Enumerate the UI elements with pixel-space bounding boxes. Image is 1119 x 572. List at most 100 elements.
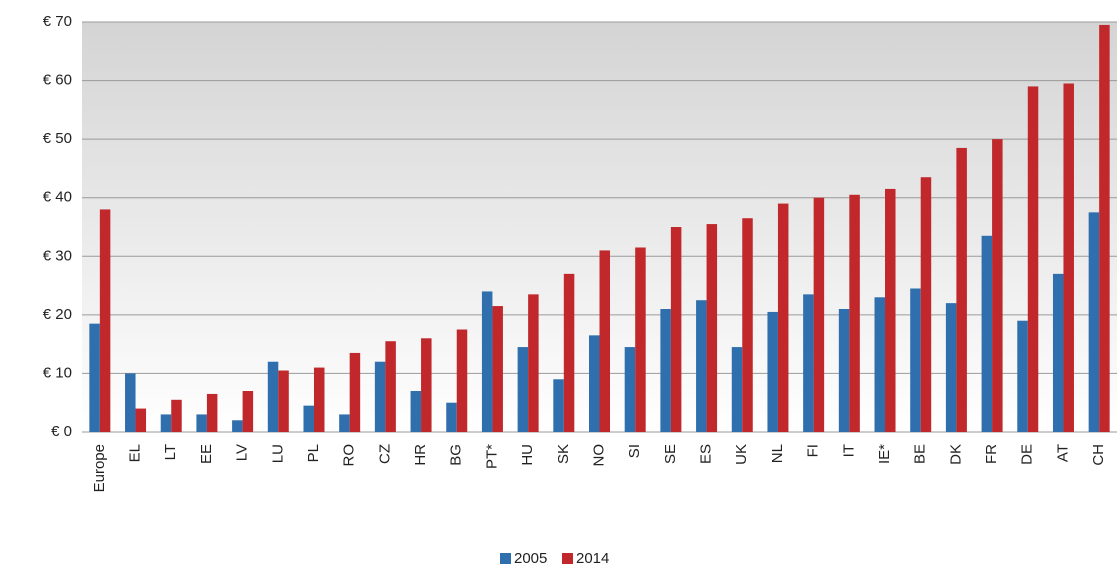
x-tick-label: PT*	[483, 444, 500, 469]
bar	[992, 139, 1003, 432]
x-tick-label: FR	[983, 444, 1000, 464]
x-tick-label: PL	[305, 444, 322, 462]
bar	[517, 347, 529, 432]
x-tick-label: LU	[269, 444, 286, 463]
bar	[742, 218, 753, 432]
x-tick-label: IE*	[876, 444, 893, 464]
bar	[1027, 86, 1039, 432]
y-tick-label: € 0	[51, 423, 72, 440]
x-tick-label: AT	[1054, 444, 1071, 462]
bar	[956, 147, 967, 432]
x-tick-label: BG	[448, 444, 465, 466]
bar	[99, 209, 111, 432]
bar	[1099, 24, 1110, 433]
x-tick-label: EL	[127, 444, 144, 462]
x-tick-label: NO	[590, 444, 607, 467]
x-tick-label: SI	[626, 444, 643, 458]
bar	[456, 329, 468, 432]
legend-label: 2014	[576, 550, 609, 567]
x-tick-label: CZ	[376, 444, 393, 464]
x-tick-label: LV	[234, 444, 251, 461]
bar	[589, 335, 600, 432]
bar	[731, 347, 743, 432]
x-tick-label: SE	[662, 444, 679, 464]
bar	[446, 402, 457, 432]
bar	[803, 294, 814, 432]
bar	[874, 297, 886, 432]
legend-swatch	[500, 553, 511, 564]
bar	[125, 373, 136, 432]
bar	[242, 391, 254, 432]
bar	[660, 309, 671, 432]
y-tick-label: € 70	[43, 13, 72, 30]
bar	[528, 294, 539, 432]
x-tick-label: BE	[912, 444, 929, 464]
bar	[1052, 273, 1064, 432]
x-tick-label: SK	[555, 444, 572, 464]
legend-swatch	[562, 553, 573, 564]
bar	[1017, 320, 1028, 432]
x-tick-label: RO	[341, 444, 358, 467]
bar	[374, 361, 386, 432]
bar	[410, 391, 422, 432]
bar	[670, 227, 682, 432]
x-tick-label: EE	[198, 444, 215, 464]
y-tick-label: € 40	[43, 189, 72, 206]
bar	[777, 203, 789, 432]
bar	[635, 247, 646, 432]
x-tick-label: CH	[1090, 444, 1107, 466]
bar	[171, 399, 182, 432]
bar	[920, 177, 932, 432]
bar	[599, 250, 610, 432]
bar	[349, 352, 361, 432]
bar	[303, 405, 314, 432]
bar	[1088, 212, 1100, 432]
bar	[339, 414, 350, 432]
x-tick-label: HU	[519, 444, 536, 466]
x-tick-label: LT	[162, 444, 179, 460]
bar	[278, 370, 289, 432]
bar	[89, 323, 100, 432]
x-tick-label: FI	[805, 444, 822, 457]
bar	[553, 379, 564, 432]
x-tick-label: Europe	[91, 444, 108, 492]
x-tick-label: ES	[698, 444, 715, 464]
bar	[196, 414, 207, 432]
bar	[981, 235, 993, 432]
bar	[910, 288, 921, 432]
bar	[206, 393, 218, 432]
bar	[421, 338, 432, 432]
x-tick-label: DE	[1019, 444, 1036, 465]
x-tick-label: UK	[733, 444, 750, 465]
bar	[492, 306, 503, 432]
bar	[767, 311, 778, 432]
bar	[160, 414, 172, 432]
bar	[813, 197, 825, 432]
bar	[838, 309, 850, 432]
bar	[624, 347, 636, 432]
bar	[385, 341, 396, 432]
bar	[232, 420, 243, 432]
y-tick-label: € 30	[43, 247, 72, 264]
bar	[1063, 83, 1074, 432]
bar	[135, 408, 147, 432]
y-tick-label: € 60	[43, 72, 72, 89]
legend-label: 2005	[514, 550, 547, 567]
bar	[885, 188, 896, 432]
bar	[945, 303, 957, 432]
x-tick-label: NL	[769, 444, 786, 463]
x-tick-label: IT	[840, 444, 857, 457]
y-tick-label: € 20	[43, 306, 72, 323]
bar	[313, 367, 325, 432]
bar	[267, 361, 279, 432]
x-tick-label: HR	[412, 444, 429, 466]
bar	[849, 194, 860, 432]
bar	[563, 273, 575, 432]
y-tick-label: € 10	[43, 364, 72, 381]
bar	[706, 224, 718, 432]
x-tick-label: DK	[947, 444, 964, 465]
bar	[481, 291, 493, 432]
y-tick-label: € 50	[43, 130, 72, 147]
bar	[696, 300, 707, 432]
